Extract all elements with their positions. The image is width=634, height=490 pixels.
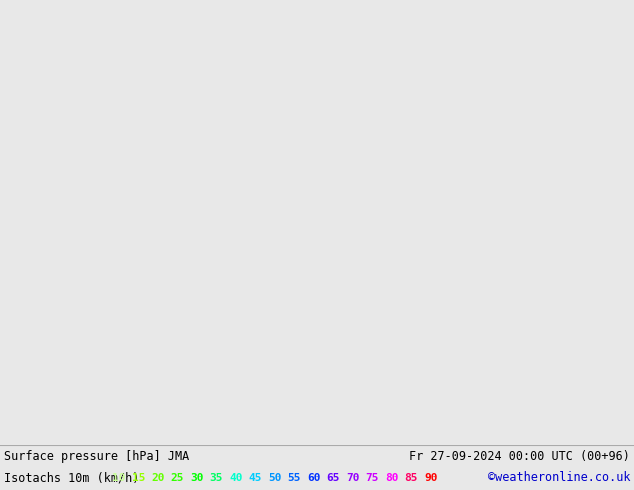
Text: 35: 35 bbox=[210, 473, 223, 483]
Text: 20: 20 bbox=[151, 473, 165, 483]
Text: 45: 45 bbox=[249, 473, 262, 483]
Text: 80: 80 bbox=[385, 473, 399, 483]
Text: 30: 30 bbox=[190, 473, 204, 483]
Text: 55: 55 bbox=[288, 473, 301, 483]
Text: Isotachs 10m (km/h): Isotachs 10m (km/h) bbox=[4, 471, 139, 485]
Text: 65: 65 bbox=[327, 473, 340, 483]
Text: 15: 15 bbox=[132, 473, 145, 483]
Text: 70: 70 bbox=[346, 473, 359, 483]
Text: 50: 50 bbox=[268, 473, 281, 483]
Text: 75: 75 bbox=[366, 473, 379, 483]
Text: Surface pressure [hPa] JMA: Surface pressure [hPa] JMA bbox=[4, 450, 190, 464]
Text: 90: 90 bbox=[424, 473, 437, 483]
Text: 40: 40 bbox=[229, 473, 243, 483]
Text: ©weatheronline.co.uk: ©weatheronline.co.uk bbox=[488, 471, 630, 485]
Text: 10: 10 bbox=[112, 473, 126, 483]
Text: 25: 25 bbox=[171, 473, 184, 483]
Text: 85: 85 bbox=[404, 473, 418, 483]
Text: 60: 60 bbox=[307, 473, 321, 483]
Text: Fr 27-09-2024 00:00 UTC (00+96): Fr 27-09-2024 00:00 UTC (00+96) bbox=[409, 450, 630, 464]
